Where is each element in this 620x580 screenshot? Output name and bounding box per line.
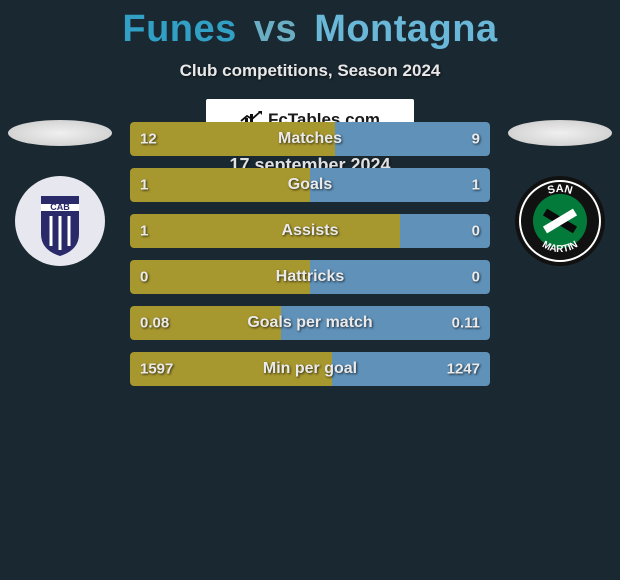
stat-label: Matches [278,130,342,148]
stat-label: Assists [282,222,339,240]
stat-bar-right [310,168,490,202]
left-badge-zone: CAB [0,120,120,266]
stat-bar-right [335,122,490,156]
stat-row: Goals per match 0.08 0.11 [130,306,490,340]
stat-value-right: 0 [472,269,480,286]
stat-value-right: 0.11 [452,315,480,332]
stat-value-left: 1 [140,223,148,240]
vs-text: vs [254,8,297,50]
stat-row: Matches 12 9 [130,122,490,156]
stat-row: Assists 1 0 [130,214,490,248]
svg-text:CAB: CAB [50,202,70,212]
team1-crest: CAB [15,176,105,266]
stat-value-right: 9 [472,131,480,148]
team2-crest: SAN MARTIN [515,176,605,266]
svg-text:SAN: SAN [546,183,574,197]
player2-name: Montagna [314,8,497,50]
stat-value-right: 1247 [447,361,480,378]
subtitle: Club competitions, Season 2024 [0,61,620,81]
stat-label: Goals per match [247,314,372,332]
player2-avatar-placeholder [508,120,612,146]
stat-bar-left [130,214,400,248]
stats-bars: Matches 12 9 Goals 1 1 Assists 1 0 Hattricks 0 0 Goa… [130,122,490,398]
stat-bar-left [130,168,310,202]
stat-value-left: 1 [140,177,148,194]
player1-avatar-placeholder [8,120,112,146]
stat-value-left: 0.08 [140,315,169,332]
stat-label: Hattricks [276,268,344,286]
player1-name: Funes [122,8,236,50]
stat-label: Min per goal [263,360,357,378]
stat-row: Min per goal 1597 1247 [130,352,490,386]
stat-value-right: 0 [472,223,480,240]
right-badge-zone: SAN MARTIN [500,120,620,266]
comparison-title: Funes vs Montagna [0,0,620,51]
stat-row: Hattricks 0 0 [130,260,490,294]
stat-label: Goals [288,176,332,194]
stat-row: Goals 1 1 [130,168,490,202]
stat-value-left: 1597 [140,361,173,378]
stat-value-left: 12 [140,131,157,148]
stat-value-right: 1 [472,177,480,194]
stat-value-left: 0 [140,269,148,286]
